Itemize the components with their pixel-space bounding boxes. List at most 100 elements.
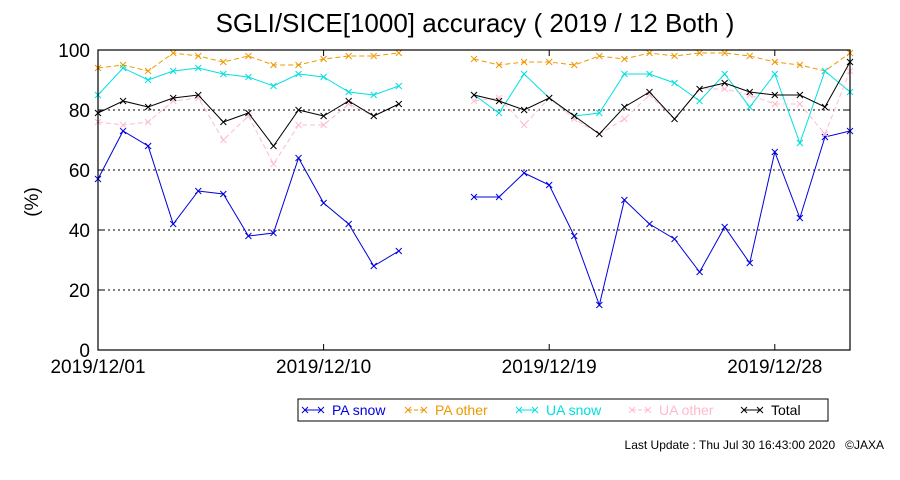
data-point-ua-snow: [219, 70, 227, 78]
data-point-pa-other: [495, 61, 503, 69]
legend-marker: [756, 406, 764, 414]
data-point-ua-other: [194, 94, 202, 102]
data-point-pa-other: [470, 55, 478, 63]
data-point-ua-snow: [270, 82, 277, 90]
data-point-ua-other: [470, 97, 478, 105]
data-point-pa-snow: [295, 154, 302, 162]
data-point-total: [144, 103, 152, 111]
x-tick-label: 2019/12/10: [276, 357, 371, 378]
y-axis-label: (%): [22, 187, 43, 217]
legend-marker: [301, 406, 309, 414]
data-point-total: [771, 91, 779, 99]
data-point-ua-other: [520, 121, 528, 129]
data-point-ua-other: [621, 115, 628, 123]
data-point-pa-other: [570, 61, 578, 69]
data-point-ua-snow: [245, 73, 252, 81]
legend-marker: [531, 406, 539, 414]
data-point-pa-snow: [470, 193, 478, 201]
data-point-ua-snow: [796, 139, 804, 147]
data-point-ua-snow: [345, 88, 353, 96]
data-point-ua-snow: [194, 64, 202, 72]
data-point-ua-other: [144, 118, 152, 126]
data-point-pa-snow: [746, 259, 754, 267]
data-point-pa-other: [395, 49, 403, 57]
data-point-total: [194, 91, 202, 99]
series-pa-snow: [94, 127, 854, 309]
y-tick-label: 100: [58, 41, 90, 62]
data-point-total: [495, 97, 503, 105]
legend-label: UA snow: [546, 402, 602, 418]
legend-marker: [317, 406, 325, 414]
data-point-pa-other: [771, 58, 779, 66]
data-point-pa-other: [320, 55, 327, 63]
data-point-total: [245, 109, 252, 117]
data-point-ua-other: [119, 121, 127, 129]
data-point-total: [169, 94, 177, 102]
y-tick-label: 60: [69, 161, 90, 182]
series-line-ua-other: [473, 70, 851, 135]
legend-marker: [740, 406, 748, 414]
data-point-pa-other: [520, 58, 528, 66]
series-line-total: [473, 61, 851, 135]
data-point-ua-other: [746, 91, 754, 99]
data-point-ua-snow: [646, 70, 653, 78]
data-point-pa-snow: [119, 127, 127, 135]
data-point-pa-other: [621, 55, 628, 63]
series-pa-other: [94, 49, 854, 75]
data-point-pa-snow: [595, 301, 603, 309]
series-line-pa-snow: [97, 130, 400, 267]
legend-item-total: Total: [740, 402, 801, 418]
data-point-total: [345, 97, 353, 105]
legend-item-ua-other: UA other: [628, 402, 714, 418]
legend-label: PA snow: [332, 402, 386, 418]
data-point-pa-snow: [270, 229, 277, 237]
legend-item-ua-snow: UA snow: [515, 402, 602, 418]
data-point-ua-snow: [295, 70, 302, 78]
footer: Last Update : Thu Jul 30 16:43:00 2020 ©…: [625, 438, 884, 452]
series-line-ua-snow: [473, 70, 851, 145]
series-line-ua-snow: [97, 67, 399, 96]
legend-item-pa-snow: PA snow: [301, 402, 386, 418]
y-tick-label: 80: [69, 101, 90, 122]
data-point-pa-snow: [395, 247, 403, 255]
data-point-ua-other: [270, 160, 277, 168]
data-point-pa-snow: [771, 148, 779, 156]
data-point-ua-other: [320, 121, 327, 129]
data-point-pa-other: [671, 52, 678, 60]
data-point-total: [270, 142, 277, 150]
legend-marker: [404, 406, 412, 414]
data-point-pa-snow: [621, 196, 628, 204]
data-point-total: [370, 112, 378, 120]
data-point-pa-other: [144, 67, 152, 75]
series-line-pa-other: [473, 52, 851, 72]
data-point-total: [621, 103, 628, 111]
data-point-pa-snow: [194, 187, 202, 195]
data-point-pa-snow: [245, 232, 252, 240]
data-point-pa-other: [796, 61, 804, 69]
data-point-total: [646, 88, 653, 96]
data-point-total: [595, 130, 603, 138]
x-tick-label: 2019/12/19: [502, 357, 597, 378]
legend-item-pa-other: PA other: [404, 402, 488, 418]
data-point-pa-other: [119, 61, 127, 69]
x-tick-label: 2019/12/28: [727, 357, 822, 378]
x-axis: 2019/12/01 2019/12/10 2019/12/19 2019/12/28: [50, 50, 822, 378]
data-point-total: [796, 91, 804, 99]
data-point-pa-other: [545, 58, 553, 66]
data-point-ua-snow: [320, 73, 327, 81]
grid-lines: [98, 109, 850, 291]
legend-marker: [644, 406, 652, 414]
data-point-total: [696, 85, 703, 93]
data-point-pa-snow: [320, 199, 327, 207]
data-point-pa-snow: [721, 223, 729, 231]
data-point-total: [545, 94, 553, 102]
legend-label: Total: [771, 402, 801, 418]
series-total: [94, 58, 854, 150]
data-point-total: [570, 112, 578, 120]
data-point-pa-snow: [520, 169, 528, 177]
data-point-ua-snow: [144, 76, 152, 84]
data-point-ua-other: [495, 94, 503, 102]
data-point-pa-snow: [345, 220, 353, 228]
data-point-total: [470, 91, 478, 99]
